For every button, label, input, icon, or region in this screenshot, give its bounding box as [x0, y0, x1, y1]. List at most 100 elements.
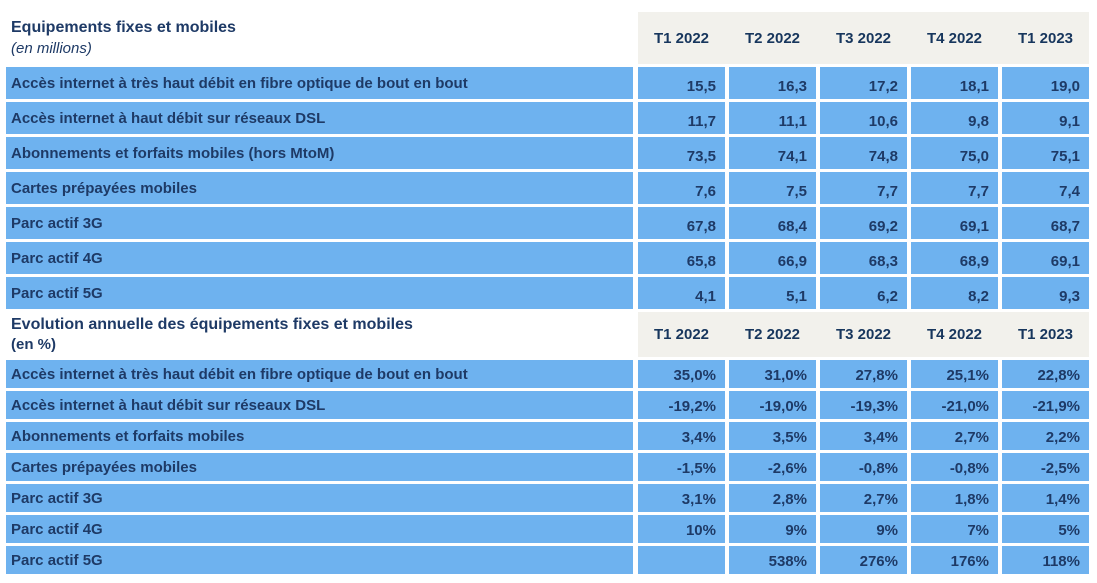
- row-label: Accès internet à très haut débit en fibr…: [6, 360, 633, 388]
- value-cell: 22,8%: [1002, 360, 1089, 388]
- value-cell: 65,8: [638, 242, 725, 274]
- value-cell: 2,8%: [729, 484, 816, 512]
- row-label: Parc actif 3G: [6, 207, 633, 239]
- row-label: Parc actif 4G: [6, 515, 633, 543]
- column-header-t2-2022: T2 2022: [744, 29, 801, 47]
- value-cell: 10,6: [820, 102, 907, 134]
- table-row: Parc actif 3G 67,8 68,4 69,2 69,1 68,7: [6, 207, 1097, 239]
- table-row: Accès internet à très haut débit en fibr…: [6, 360, 1097, 388]
- table-row: Accès internet à haut débit sur réseaux …: [6, 102, 1097, 134]
- value-cell: 1,4%: [1002, 484, 1089, 512]
- value-cell: 9,8: [911, 102, 998, 134]
- value-cell: 31,0%: [729, 360, 816, 388]
- value-cell: -0,8%: [911, 453, 998, 481]
- table1-header-row: Equipements fixes et mobiles (en million…: [6, 12, 1097, 64]
- column-header-t1-2022: T1 2022: [653, 29, 710, 47]
- value-cell: -19,3%: [820, 391, 907, 419]
- value-cell: 5%: [1002, 515, 1089, 543]
- table-evolution-annuelle: Evolution annuelle des équipements fixes…: [6, 312, 1097, 574]
- table2-title: Evolution annuelle des équipements fixes…: [11, 315, 413, 333]
- value-cell: 7,5: [729, 172, 816, 204]
- value-cell: 9%: [820, 515, 907, 543]
- value-cell: 27,8%: [820, 360, 907, 388]
- value-cell: 176%: [911, 546, 998, 574]
- table-row: Parc actif 4G 10% 9% 9% 7% 5%: [6, 515, 1097, 543]
- value-cell: 11,7: [638, 102, 725, 134]
- row-label: Abonnements et forfaits mobiles: [6, 422, 633, 450]
- column-header-t1-2022: T1 2022: [653, 326, 710, 343]
- value-cell: 16,3: [729, 67, 816, 99]
- row-label: Cartes prépayées mobiles: [6, 453, 633, 481]
- row-label: Abonnements et forfaits mobiles (hors Mt…: [6, 137, 633, 169]
- table-row: Parc actif 3G 3,1% 2,8% 2,7% 1,8% 1,4%: [6, 484, 1097, 512]
- table1-title-block: Equipements fixes et mobiles (en million…: [6, 12, 633, 64]
- value-cell: 276%: [820, 546, 907, 574]
- table-row: Abonnements et forfaits mobiles (hors Mt…: [6, 137, 1097, 169]
- value-cell: 7,7: [820, 172, 907, 204]
- table1-column-header-band: T1 2022 T2 2022 T3 2022 T4 2022 T1 2023: [638, 12, 1089, 64]
- value-cell: 75,0: [911, 137, 998, 169]
- value-cell: 2,7%: [820, 484, 907, 512]
- table2-title-block: Evolution annuelle des équipements fixes…: [6, 312, 633, 357]
- table-row: Cartes prépayées mobiles -1,5% -2,6% -0,…: [6, 453, 1097, 481]
- value-cell: 17,2: [820, 67, 907, 99]
- value-cell: 9%: [729, 515, 816, 543]
- value-cell: 69,1: [911, 207, 998, 239]
- value-cell: 19,0: [1002, 67, 1089, 99]
- value-cell: -21,0%: [911, 391, 998, 419]
- value-cell: 7,7: [911, 172, 998, 204]
- value-cell: 2,2%: [1002, 422, 1089, 450]
- row-label: Parc actif 5G: [6, 546, 633, 574]
- row-label: Parc actif 4G: [6, 242, 633, 274]
- value-cell: 68,9: [911, 242, 998, 274]
- column-header-t4-2022: T4 2022: [926, 29, 983, 47]
- value-cell: 6,2: [820, 277, 907, 309]
- value-cell: 75,1: [1002, 137, 1089, 169]
- value-cell: 118%: [1002, 546, 1089, 574]
- table-equipements-millions: Equipements fixes et mobiles (en million…: [6, 12, 1097, 309]
- value-cell: 9,1: [1002, 102, 1089, 134]
- table-row: Parc actif 4G 65,8 66,9 68,3 68,9 69,1: [6, 242, 1097, 274]
- value-cell: 18,1: [911, 67, 998, 99]
- value-cell: -0,8%: [820, 453, 907, 481]
- value-cell: 68,3: [820, 242, 907, 274]
- value-cell: -19,0%: [729, 391, 816, 419]
- value-cell: 9,3: [1002, 277, 1089, 309]
- value-cell: 35,0%: [638, 360, 725, 388]
- value-cell: 3,4%: [820, 422, 907, 450]
- value-cell: 10%: [638, 515, 725, 543]
- value-cell: 73,5: [638, 137, 725, 169]
- value-cell: 7%: [911, 515, 998, 543]
- value-cell: 538%: [729, 546, 816, 574]
- value-cell: 7,6: [638, 172, 725, 204]
- column-header-t1-2023: T1 2023: [1017, 326, 1074, 343]
- table2-column-header-band: T1 2022 T2 2022 T3 2022 T4 2022 T1 2023: [638, 312, 1089, 357]
- value-cell: 69,2: [820, 207, 907, 239]
- table-row: Accès internet à haut débit sur réseaux …: [6, 391, 1097, 419]
- value-cell: -19,2%: [638, 391, 725, 419]
- value-cell: -1,5%: [638, 453, 725, 481]
- value-cell: 3,5%: [729, 422, 816, 450]
- value-cell: 74,1: [729, 137, 816, 169]
- table-row: Accès internet à très haut débit en fibr…: [6, 67, 1097, 99]
- value-cell: 11,1: [729, 102, 816, 134]
- value-cell: 2,7%: [911, 422, 998, 450]
- column-header-t1-2023: T1 2023: [1017, 29, 1074, 47]
- value-cell: 8,2: [911, 277, 998, 309]
- value-cell: 25,1%: [911, 360, 998, 388]
- value-cell: -2,5%: [1002, 453, 1089, 481]
- row-label: Parc actif 3G: [6, 484, 633, 512]
- value-cell: -2,6%: [729, 453, 816, 481]
- table-row: Cartes prépayées mobiles 7,6 7,5 7,7 7,7…: [6, 172, 1097, 204]
- value-cell: 69,1: [1002, 242, 1089, 274]
- table2-header-row: Evolution annuelle des équipements fixes…: [6, 312, 1097, 357]
- row-label: Cartes prépayées mobiles: [6, 172, 633, 204]
- row-label: Accès internet à très haut débit en fibr…: [6, 67, 633, 99]
- row-label: Accès internet à haut débit sur réseaux …: [6, 391, 633, 419]
- value-cell: 7,4: [1002, 172, 1089, 204]
- value-cell: 67,8: [638, 207, 725, 239]
- value-cell: 15,5: [638, 67, 725, 99]
- column-header-t3-2022: T3 2022: [835, 29, 892, 47]
- value-cell: -21,9%: [1002, 391, 1089, 419]
- column-header-t4-2022: T4 2022: [926, 326, 983, 343]
